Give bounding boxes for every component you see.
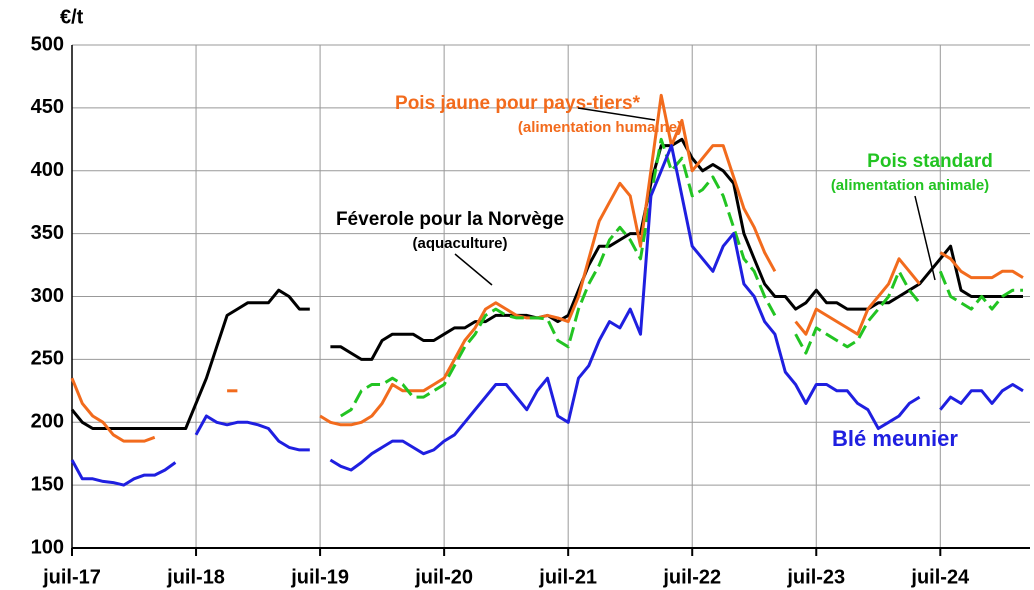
plot: [70, 93, 1024, 487]
y-tick-label: 200: [31, 411, 64, 433]
annotation: (alimentation humaine): [518, 119, 682, 136]
series-line: [794, 257, 921, 336]
series-label: Féverole pour la Norvège: [336, 209, 564, 230]
series-line: [194, 414, 310, 452]
series-line: [794, 269, 921, 355]
y-axis-label: €/t: [60, 6, 84, 28]
x-tick-label: juil-19: [290, 566, 349, 588]
series-line: [340, 137, 777, 418]
y-tick-label: 150: [31, 473, 64, 495]
series-line: [70, 377, 156, 443]
x-tick-label: juil-22: [662, 566, 721, 588]
y-tick-label: 300: [31, 285, 64, 307]
series-line: [330, 137, 1023, 361]
x-tick-label: juil-17: [42, 566, 101, 588]
x-tick-label: juil-21: [538, 566, 597, 588]
arrow: [577, 107, 656, 121]
series-line: [938, 270, 1023, 311]
arrow: [454, 253, 493, 286]
series-label: Pois jaune pour pays-tiers*: [395, 93, 641, 114]
series-label: Pois standard: [867, 151, 993, 172]
series-line: [319, 93, 777, 427]
annotation: (aquaculture): [412, 235, 507, 252]
x-tick-label: juil-18: [166, 566, 225, 588]
annotation: (alimentation animale): [831, 177, 989, 194]
series-line: [70, 459, 177, 487]
x-tick-label: juil-23: [786, 566, 845, 588]
series-line: [329, 144, 921, 472]
arrow: [914, 195, 936, 281]
series-line: [70, 288, 310, 430]
y-tick-label: 250: [31, 348, 64, 370]
y-tick-label: 500: [31, 33, 64, 55]
y-tick-label: 100: [31, 536, 64, 558]
y-tick-label: 450: [31, 96, 64, 118]
x-tick-label: juil-20: [414, 566, 473, 588]
series-line: [939, 251, 1024, 280]
x-tick-label: juil-24: [910, 566, 970, 588]
series-line: [939, 383, 1024, 411]
series-label: Blé meunier: [832, 426, 958, 451]
y-tick-label: 400: [31, 159, 64, 181]
grid: 100 150 200 250 300 350 400 450 500 juil-17 juil-1…: [31, 33, 1030, 588]
y-tick-label: 350: [31, 222, 64, 244]
